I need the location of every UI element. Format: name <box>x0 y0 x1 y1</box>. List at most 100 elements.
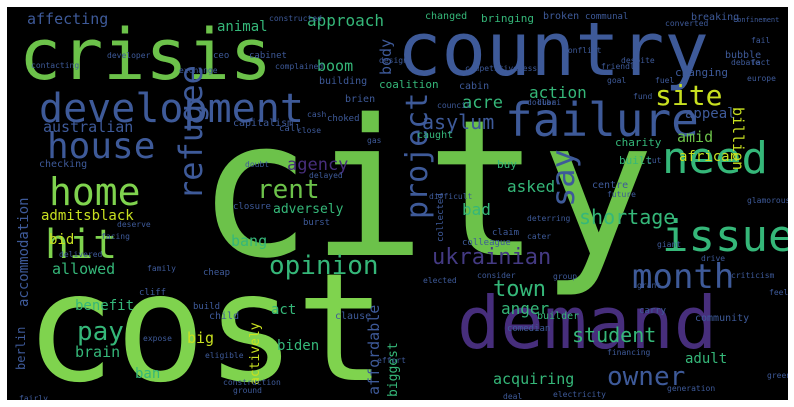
word-adversely: adversely <box>273 202 344 217</box>
word-asked: asked <box>507 177 556 196</box>
word-facing: facing <box>101 232 130 241</box>
word-bad: bad <box>462 200 491 219</box>
word-changed: changed <box>425 11 468 22</box>
word-rent: rent <box>257 175 320 205</box>
word-fuel: fuel <box>655 76 675 85</box>
word-berlin: berlin <box>14 326 28 370</box>
word-developer: developer <box>107 51 151 60</box>
word-cheap: cheap <box>203 268 231 278</box>
word-appeal: appeal <box>685 106 736 122</box>
word-debate: debate <box>731 58 760 67</box>
word-asylum: asylum <box>422 110 495 134</box>
word-call: call <box>279 124 301 134</box>
word-fail: fail <box>751 36 771 45</box>
word-allowed: allowed <box>52 260 116 278</box>
word-contacting: contacting <box>31 61 80 70</box>
word-hit: hit <box>45 222 118 268</box>
word-acre: acre <box>462 93 503 113</box>
word-buy: buy <box>497 158 517 171</box>
word-confinement: confinement <box>733 16 780 24</box>
word-ban: ban <box>135 366 161 382</box>
word-expose: expose <box>143 334 172 343</box>
word-town: town <box>493 277 546 302</box>
word-competitiveness: competitiveness <box>465 64 538 73</box>
word-financing: financing <box>607 348 651 357</box>
word-anger: anger <box>501 299 550 318</box>
word-drive: drive <box>701 254 726 263</box>
word-acquiring: acquiring <box>493 370 575 388</box>
word-australian: australian <box>43 118 134 136</box>
word-despite: despite <box>621 56 655 65</box>
word-student: student <box>572 323 657 347</box>
word-burst: burst <box>303 218 331 228</box>
word-eligible: eligible <box>205 351 244 360</box>
word-converted: converted <box>665 19 709 28</box>
word-deserve: deserve <box>117 220 151 229</box>
word-ceo: ceo <box>213 51 230 61</box>
word-bubble: bubble <box>725 50 762 61</box>
word-built: built <box>619 154 653 167</box>
word-communal: communal <box>585 12 629 22</box>
word-big: big <box>187 329 215 347</box>
word-ukrainian: ukrainian <box>432 245 552 270</box>
word-delayed: delayed <box>309 171 343 180</box>
word-group: group <box>553 272 578 281</box>
word-build: build <box>193 302 221 312</box>
word-approach: approach <box>307 11 385 30</box>
word-fairly: fairly <box>19 394 48 401</box>
word-brain: brain <box>75 343 121 361</box>
word-goal: goal <box>607 76 627 85</box>
word-builder: builder <box>537 311 580 322</box>
word-cliff: cliff <box>139 288 167 298</box>
word-deterring: deterring <box>527 214 571 223</box>
word-failure: failure <box>505 93 699 147</box>
word-comedian: comedian <box>507 324 551 334</box>
word-choked: choked <box>327 114 360 124</box>
word-clause: clause <box>335 311 372 322</box>
word-family: family <box>147 264 176 273</box>
word-breaking: breaking <box>691 12 740 23</box>
word-cost: cost <box>25 242 387 400</box>
word-pay: pay <box>77 317 124 347</box>
word-city: city <box>197 79 655 300</box>
word-opinion: opinion <box>269 251 379 281</box>
word-conflict: conflict <box>563 46 602 55</box>
word-centre: centre <box>592 180 629 191</box>
word-bang: bang <box>231 232 268 250</box>
word-green: green <box>767 371 788 380</box>
word-giant: giant <box>657 240 682 249</box>
word-dollar: dollar <box>527 98 556 107</box>
word-design: design <box>379 56 408 65</box>
word-action: action <box>529 83 587 102</box>
word-country: country <box>397 7 709 93</box>
word-close: close <box>297 126 322 135</box>
word-constructed: constructed <box>269 14 322 23</box>
word-closure: closure <box>233 202 271 212</box>
word-cabin: cabin <box>459 81 490 92</box>
word-grant: grant <box>637 281 662 290</box>
word-benefit: benefit <box>75 298 135 314</box>
word-electricity: electricity <box>553 390 606 399</box>
word-cater: cater <box>527 232 552 241</box>
word-europe: europe <box>747 74 776 83</box>
word-checking: checking <box>39 159 88 170</box>
word-fund: fund <box>633 92 653 101</box>
word-community: community <box>695 313 750 324</box>
word-deal: deal <box>503 392 523 401</box>
word-owner: owner <box>607 362 686 392</box>
word-council: council <box>437 101 471 110</box>
word-child: child <box>209 311 240 322</box>
word-colleague: colleague <box>462 238 511 248</box>
word-glamorous: glamorous <box>747 196 788 205</box>
word-refugee: refugee <box>172 65 210 200</box>
word-biggest: biggest <box>386 342 401 397</box>
word-gas: gas <box>367 136 382 145</box>
word-doubt: doubt <box>245 160 270 169</box>
word-cloud: city cost country crisis demand developm… <box>7 7 788 400</box>
word-feel: feel <box>769 288 788 297</box>
word-animal: animal <box>217 19 268 35</box>
word-boom: boom <box>317 57 354 75</box>
word-act: act <box>271 302 297 318</box>
word-future: future <box>607 190 636 199</box>
word-cabinet: cabinet <box>249 51 287 61</box>
